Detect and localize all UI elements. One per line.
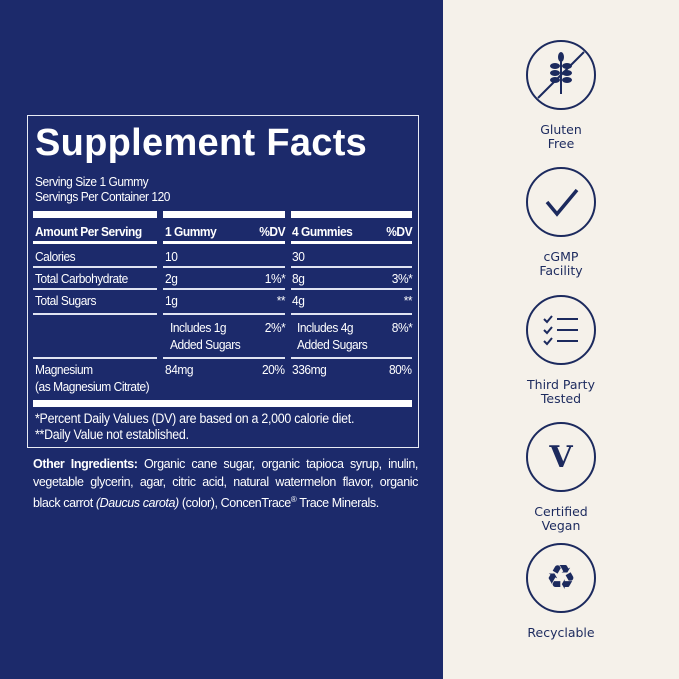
- badge-label: Gluten: [540, 122, 582, 137]
- row-dv-1: **: [276, 293, 286, 308]
- header-1-gummy: 1 Gummy: [165, 224, 217, 239]
- header-dv-4: %DV: [386, 224, 412, 239]
- badge-gluten-free: Gluten Free: [443, 40, 679, 151]
- footnote-dv: *Percent Daily Values (DV) are based on …: [35, 411, 355, 426]
- header-amount: Amount Per Serving: [35, 224, 142, 239]
- badge-label: Vegan: [541, 518, 581, 533]
- row-amount-1: 84mg: [165, 362, 194, 377]
- badge-label: Third Party: [527, 377, 595, 392]
- added-sugars-1: Includes 1g: [170, 320, 227, 335]
- row-label: Total Carbohydrate: [35, 271, 128, 286]
- recycle-icon: ♻: [526, 543, 596, 613]
- badge-third-party: Third Party Tested: [443, 295, 679, 406]
- row-amount-4: 8g: [292, 271, 305, 286]
- badge-label: Free: [547, 136, 575, 151]
- row-dv-1: 2%*: [264, 320, 285, 335]
- servings-per-container: Servings Per Container 120: [35, 189, 170, 204]
- row-dv-1: 1%*: [264, 271, 285, 286]
- checkmark-icon: [526, 167, 596, 237]
- row-label: Total Sugars: [35, 293, 96, 308]
- badges-panel: Gluten Free cGMP Facility Third Party Teste…: [443, 0, 679, 679]
- badge-vegan: V Certified Vegan: [443, 422, 679, 533]
- header-4-gummies: 4 Gummies: [292, 224, 353, 239]
- badge-label: Tested: [540, 391, 582, 406]
- added-sugars-4: Includes 4g: [297, 320, 354, 335]
- row-amount-4: 30: [292, 249, 305, 264]
- badge-label: cGMP: [543, 249, 579, 264]
- badge-cgmp: cGMP Facility: [443, 167, 679, 278]
- row-amount-1: 10: [165, 249, 178, 264]
- row-dv-4: 3%*: [391, 271, 412, 286]
- row-amount-1: 2g: [165, 271, 178, 286]
- row-label: Magnesium: [35, 362, 93, 377]
- facts-border: [27, 115, 419, 448]
- other-ingredients: Other Ingredients: Organic cane sugar, o…: [33, 457, 418, 511]
- footnote-not-established: **Daily Value not established.: [35, 427, 189, 442]
- row-dv-4: 80%: [389, 362, 412, 377]
- added-sugars-4-label: Added Sugars: [297, 337, 368, 352]
- header-dv-1: %DV: [259, 224, 285, 239]
- facts-title: Supplement Facts: [35, 122, 368, 164]
- row-amount-4: 336mg: [292, 362, 327, 377]
- badge-recyclable: ♻ Recyclable: [443, 543, 679, 640]
- row-dv-4: **: [403, 293, 413, 308]
- row-label: Calories: [35, 249, 76, 264]
- row-amount-1: 1g: [165, 293, 178, 308]
- row-dv-4: 8%*: [391, 320, 412, 335]
- vegan-v-icon: V: [526, 422, 596, 492]
- wheat-crossed-icon: [526, 40, 596, 110]
- row-dv-1: 20%: [262, 362, 285, 377]
- badge-label: Certified: [534, 504, 588, 519]
- row-amount-4: 4g: [292, 293, 305, 308]
- serving-size: Serving Size 1 Gummy: [35, 174, 149, 189]
- badge-label: Facility: [539, 263, 583, 278]
- row-label-sub: (as Magnesium Citrate): [35, 379, 150, 394]
- supplement-facts-panel: Supplement Facts Serving Size 1 Gummy Se…: [0, 0, 443, 679]
- ingredients-label: Other Ingredients:: [33, 457, 138, 471]
- added-sugars-1-label: Added Sugars: [170, 337, 241, 352]
- checklist-icon: [526, 295, 596, 365]
- badge-label: Recyclable: [527, 625, 595, 640]
